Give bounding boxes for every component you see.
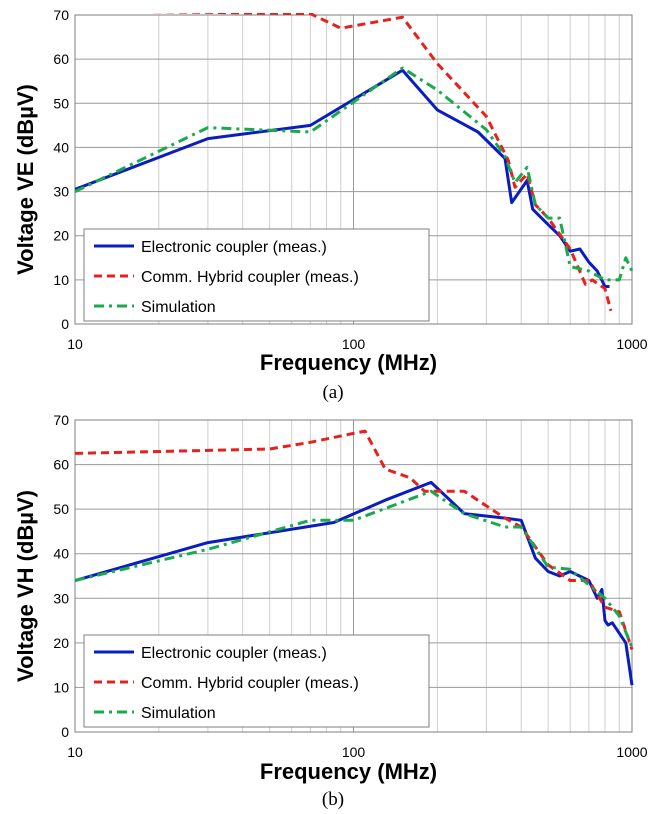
x-axis-label: Frequency (MHz) [260,759,437,784]
y-tick-label: 0 [61,724,69,740]
x-tick-label: 1000 [616,744,647,760]
y-tick-label: 30 [53,590,69,606]
y-axis-label: Voltage VH (dBµV) [13,490,38,682]
y-tick-label: 0 [61,316,69,332]
y-tick-label: 10 [53,272,69,288]
legend-box [83,634,430,728]
legend-label: Electronic coupler (meas.) [141,239,327,256]
plot-area-border [74,14,633,325]
x-tick-label: 10 [67,336,83,352]
y-tick-label: 60 [53,51,69,67]
legend-label: Comm. Hybrid coupler (meas.) [141,269,359,286]
y-tick-label: 20 [53,228,69,244]
series-group-a [75,13,634,312]
x-tick-label: 1000 [616,336,647,352]
x-axis-label: Frequency (MHz) [260,350,437,375]
chart-a-svg: 0 10 20 30 40 50 60 70 10 100 1000 Voltage VE (dBµV… [13,7,648,403]
y-tick-label: 20 [53,635,69,651]
legend-b: Electronic coupler (meas.) Comm. Hybrid c… [83,634,430,728]
chart-b-svg: 0 10 20 30 40 50 60 70 10 100 1000 Voltage VH (dBµV… [13,412,648,810]
legend-label: Comm. Hybrid coupler (meas.) [141,675,359,692]
x-tick-label: 100 [342,336,366,352]
y-tick-label: 40 [53,546,69,562]
chart-panel-a: 0 10 20 30 40 50 60 70 10 100 1000 Voltage VE (dBµV… [13,7,648,403]
y-tick-label: 50 [53,95,69,111]
y-tick-label: 70 [53,412,69,428]
series-line-electronic-coupler [75,68,610,288]
legend-a: Electronic coupler (meas.) Comm. Hybrid c… [83,228,430,322]
y-tick-label: 40 [53,139,69,155]
x-tick-label: 10 [67,744,83,760]
legend-label: Simulation [141,705,216,722]
figure-caption: (a) [322,382,343,403]
legend-box [83,228,430,322]
y-tick-label: 70 [53,7,69,23]
series-line-simulation [75,489,634,648]
legend-label: Electronic coupler (meas.) [141,645,327,662]
y-tick-label: 50 [53,501,69,517]
legend-label: Simulation [141,299,216,316]
plot-area-border [74,419,633,733]
y-axis-label: Voltage VE (dBµV) [13,84,38,275]
series-group-b [75,429,634,686]
y-tick-label: 10 [53,679,69,695]
series-line-hybrid-coupler [143,13,613,312]
series-line-electronic-coupler [75,480,634,686]
y-tick-label: 30 [53,184,69,200]
chart-panel-b: 0 10 20 30 40 50 60 70 10 100 1000 Voltage VH (dBµV… [0,407,653,814]
y-tick-label: 60 [53,457,69,473]
x-tick-label: 100 [342,744,366,760]
figure-caption: (b) [322,789,344,810]
